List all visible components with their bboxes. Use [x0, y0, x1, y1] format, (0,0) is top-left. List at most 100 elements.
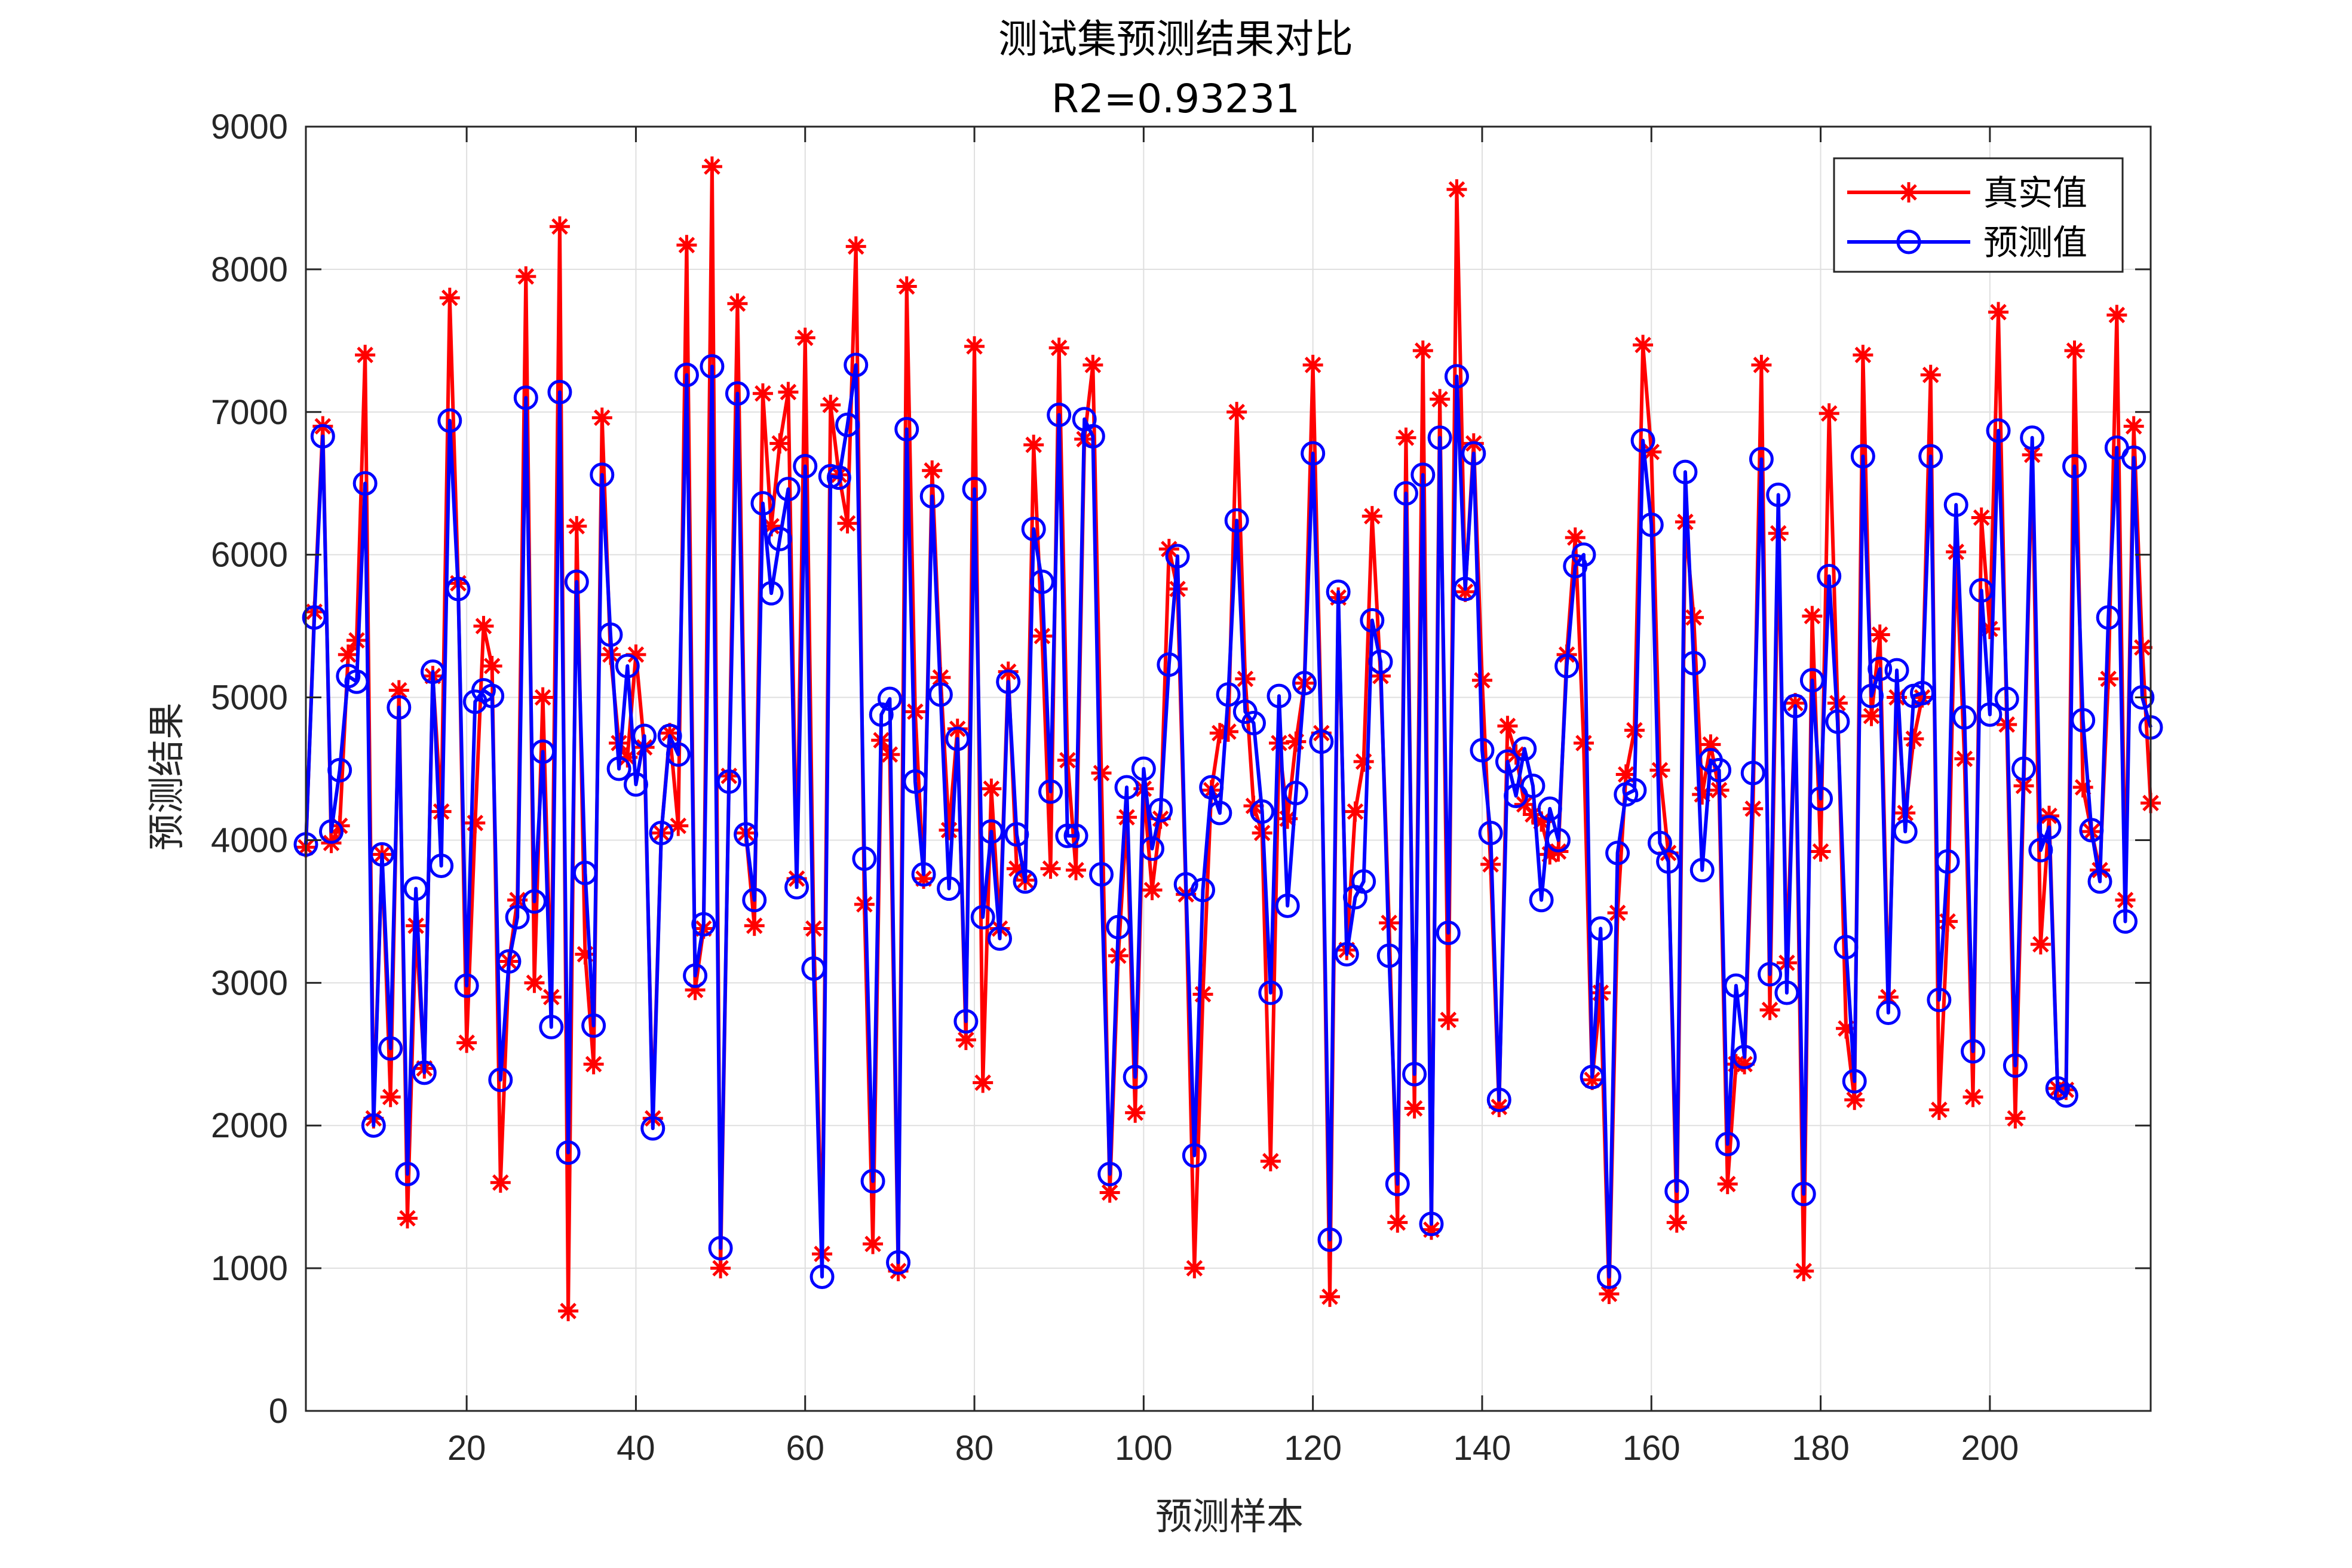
actual-point — [676, 235, 697, 256]
actual-point — [1599, 1284, 1620, 1305]
y-tick-label: 6000 — [211, 536, 288, 575]
predicted-point — [2071, 708, 2096, 733]
legend-label-actual: 真实值 — [1983, 173, 2087, 213]
predicted-point — [683, 963, 708, 988]
predicted-point — [844, 352, 869, 378]
actual-point — [1937, 911, 1958, 932]
predicted-point — [1859, 683, 1884, 708]
predicted-point — [581, 1013, 606, 1038]
predicted-point — [1334, 942, 1359, 967]
actual-point — [625, 644, 646, 665]
predicted-point — [860, 1168, 885, 1193]
predicted-point — [1427, 425, 1452, 450]
predicted-point — [1258, 980, 1283, 1005]
predicted-point — [2003, 1053, 2028, 1078]
legend-marker-predicted — [1896, 229, 1921, 254]
actual-point — [1396, 427, 1416, 448]
actual-point — [1286, 731, 1307, 752]
predicted-point — [1419, 1211, 1444, 1236]
predicted-point — [513, 385, 538, 410]
x-tick-label: 180 — [1792, 1429, 1850, 1468]
y-axis-label: 预测结果 — [145, 702, 188, 851]
actual-point — [1497, 716, 1518, 737]
predicted-point — [1165, 544, 1190, 569]
actual-point — [1438, 1009, 1459, 1030]
actual-point — [1751, 354, 1772, 375]
predicted-point — [1250, 799, 1275, 824]
predicted-point — [539, 1014, 564, 1039]
predicted-point — [420, 659, 445, 685]
predicted-point — [1470, 738, 1495, 763]
predicted-point — [1140, 836, 1165, 861]
predicted-point — [1994, 686, 2019, 711]
predicted-point — [979, 819, 1004, 844]
predicted-point — [1766, 482, 1791, 507]
actual-point — [2064, 340, 2085, 361]
actual-point — [888, 1260, 909, 1281]
actual-point — [1066, 860, 1087, 880]
predicted-point — [1461, 441, 1486, 466]
actual-point — [727, 293, 748, 314]
predicted-point — [970, 904, 995, 929]
predicted-point — [1554, 653, 1580, 679]
predicted-point — [1089, 862, 1114, 887]
actual-point — [490, 1172, 511, 1193]
predicted-point — [750, 491, 775, 516]
actual-point — [752, 383, 773, 404]
actual-point — [465, 812, 486, 833]
x-tick-label: 20 — [447, 1429, 486, 1468]
predicted-point — [1444, 364, 1469, 389]
actual-point — [1633, 335, 1654, 355]
predicted-point — [1351, 869, 1376, 894]
predicted-point — [1495, 749, 1520, 774]
x-tick-label: 160 — [1623, 1429, 1681, 1468]
actual-point — [2106, 305, 2127, 326]
actual-point — [1928, 1099, 1949, 1120]
predicted-point — [1656, 849, 1681, 874]
actual-point — [1404, 1098, 1425, 1119]
predicted-point — [1808, 786, 1833, 811]
actual-point — [482, 656, 502, 676]
actual-point — [1861, 705, 1882, 726]
actual-point — [1430, 389, 1451, 410]
actual-point — [1040, 858, 1061, 879]
chart-title: 测试集预测结果对比 — [998, 16, 1353, 62]
predicted-point — [1275, 893, 1300, 918]
predicted-point — [1918, 444, 1943, 469]
predicted-point — [2121, 445, 2146, 470]
predicted-point — [623, 772, 648, 797]
predicted-point — [480, 683, 505, 708]
predicted-point — [2079, 818, 2104, 843]
actual-point — [1819, 403, 1839, 424]
actual-point — [1387, 1212, 1408, 1233]
predicted-point — [894, 416, 919, 441]
actual-point — [1345, 801, 1366, 822]
predicted-point — [344, 669, 369, 694]
predicted-point — [725, 381, 750, 406]
actual-point — [549, 216, 570, 237]
predicted-point — [437, 408, 462, 433]
x-tick-label: 40 — [617, 1429, 655, 1468]
predicted-point — [1529, 888, 1554, 913]
predicted-point — [1580, 1064, 1605, 1090]
predicted-point — [1783, 694, 1808, 719]
x-tick-label: 60 — [786, 1429, 824, 1468]
predicted-point — [852, 846, 877, 871]
predicted-point — [1850, 444, 1875, 469]
predicted-point — [1715, 1131, 1740, 1156]
plot-area — [306, 127, 2151, 1411]
predicted-point — [1605, 840, 1630, 866]
predicted-point — [1935, 849, 1960, 874]
actual-point — [1302, 354, 1323, 375]
actual-point — [837, 513, 858, 534]
actual-point — [1125, 1102, 1146, 1123]
actual-point — [1032, 625, 1053, 646]
predicted-point — [801, 956, 826, 981]
tick-labels: 20 40 60 80 100 120 140 160 180 20001000200030004… — [211, 108, 2019, 1468]
predicted-point — [378, 1036, 403, 1061]
predicted-point — [412, 1060, 437, 1085]
predicted-point — [1453, 576, 1478, 602]
predicted-point — [826, 465, 851, 490]
predicted-point — [1191, 877, 1216, 903]
predicted-point — [793, 454, 818, 479]
